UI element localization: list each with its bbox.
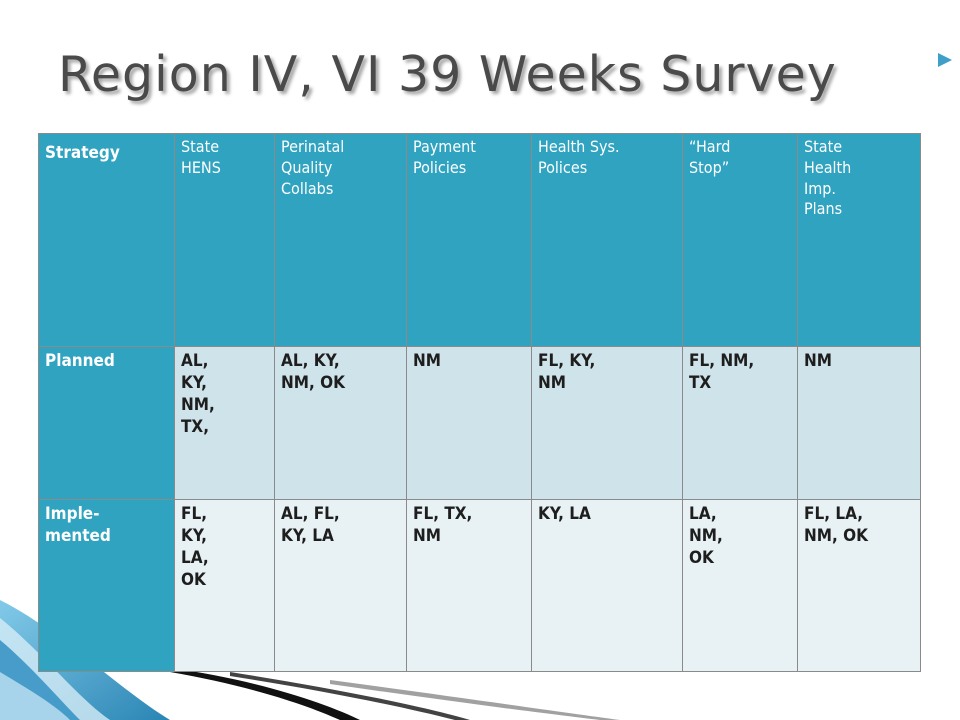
table-cell: FL, KY, NM bbox=[531, 346, 683, 500]
table-cell: NM bbox=[406, 346, 532, 500]
table-row-implemented: Imple- mented FL, KY, LA, OK AL, FL, KY,… bbox=[38, 499, 921, 672]
header-label: “Hard Stop” bbox=[689, 137, 731, 177]
header-label: Strategy bbox=[45, 143, 120, 163]
table-cell: KY, LA bbox=[531, 499, 683, 672]
table-row-planned: Planned AL, KY, NM, TX, AL, KY, NM, OK N… bbox=[38, 346, 921, 500]
cell-value: KY, LA bbox=[538, 504, 591, 524]
survey-table: Strategy State HENS Perinatal Quality Co… bbox=[38, 133, 921, 672]
header-cell-state-health: State Health Imp. Plans bbox=[797, 133, 921, 347]
cell-value: FL, KY, NM bbox=[538, 351, 596, 394]
cell-value: AL, KY, NM, TX, bbox=[181, 351, 215, 438]
header-cell-hard-stop: “Hard Stop” bbox=[682, 133, 798, 347]
table-cell: FL, LA, NM, OK bbox=[797, 499, 921, 672]
cell-value: NM bbox=[804, 351, 833, 371]
header-cell-perinatal: Perinatal Quality Collabs bbox=[274, 133, 407, 347]
table-cell: NM bbox=[797, 346, 921, 500]
cell-value: FL, KY, LA, OK bbox=[181, 504, 209, 591]
header-cell-payment: Payment Policies bbox=[406, 133, 532, 347]
table-cell: FL, KY, LA, OK bbox=[174, 499, 275, 672]
header-label: Perinatal Quality Collabs bbox=[281, 137, 345, 198]
cell-value: LA, NM, OK bbox=[689, 504, 723, 569]
header-label: State HENS bbox=[181, 137, 221, 177]
table-cell: AL, KY, NM, OK bbox=[274, 346, 407, 500]
table-cell: FL, TX, NM bbox=[406, 499, 532, 672]
header-label: State Health Imp. Plans bbox=[804, 137, 852, 219]
header-cell-state-hens: State HENS bbox=[174, 133, 275, 347]
cell-value: AL, KY, NM, OK bbox=[281, 351, 346, 394]
row-label-implemented: Imple- mented bbox=[38, 499, 175, 672]
row-label: Planned bbox=[45, 351, 115, 371]
cell-value: NM bbox=[413, 351, 442, 371]
table-header-row: Strategy State HENS Perinatal Quality Co… bbox=[38, 133, 921, 347]
header-cell-strategy: Strategy bbox=[38, 133, 175, 347]
header-label: Health Sys. Polices bbox=[538, 137, 620, 177]
table-cell: AL, KY, NM, TX, bbox=[174, 346, 275, 500]
table-cell: AL, FL, KY, LA bbox=[274, 499, 407, 672]
row-label: Imple- mented bbox=[45, 504, 111, 547]
row-label-planned: Planned bbox=[38, 346, 175, 500]
table-cell: FL, NM, TX bbox=[682, 346, 798, 500]
cell-value: FL, TX, NM bbox=[413, 504, 473, 547]
header-cell-health-sys: Health Sys. Polices bbox=[531, 133, 683, 347]
header-label: Payment Policies bbox=[413, 137, 476, 177]
table-cell: LA, NM, OK bbox=[682, 499, 798, 672]
cell-value: AL, FL, KY, LA bbox=[281, 504, 340, 547]
cell-value: FL, NM, TX bbox=[689, 351, 755, 394]
slide-title: Region IV, VI 39 Weeks Survey bbox=[58, 46, 837, 103]
cell-value: FL, LA, NM, OK bbox=[804, 504, 869, 547]
